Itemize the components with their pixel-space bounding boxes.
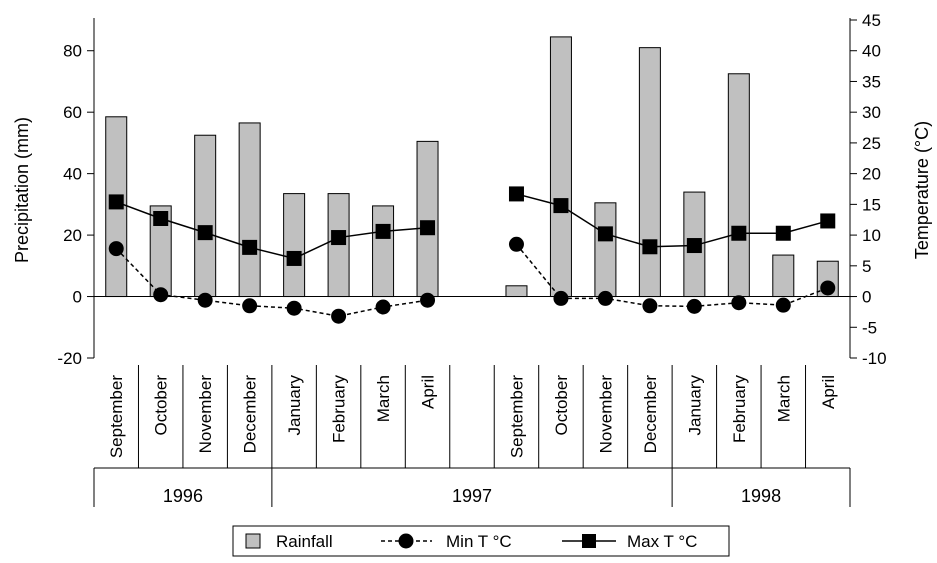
min-temp-point	[553, 290, 569, 306]
month-label: October	[552, 375, 571, 436]
min-temp-point	[420, 292, 436, 308]
rainfall-bar	[238, 122, 261, 298]
month-label: December	[641, 375, 660, 454]
max-temp-point	[375, 223, 391, 239]
y-tick-label-right: 5	[862, 257, 871, 276]
min-temp-point	[375, 299, 391, 315]
min-temp-point	[153, 287, 169, 303]
min-temp-point	[642, 298, 658, 314]
rainfall-bar	[372, 205, 395, 298]
max-temp-point	[642, 239, 658, 255]
max-temp-point	[553, 198, 569, 214]
min-temp-point	[331, 308, 347, 324]
y-tick-label-left: 20	[63, 226, 82, 245]
min-temp-point	[597, 290, 613, 306]
max-temp-point	[197, 225, 213, 241]
max-temp-point	[508, 186, 524, 202]
min-temp-point	[775, 297, 791, 313]
month-label: March	[774, 375, 793, 422]
y-tick-label-right: 0	[862, 288, 871, 307]
rainfall-bar	[549, 36, 572, 298]
year-label: 1996	[163, 486, 203, 506]
rainfall-bar	[283, 193, 306, 298]
rainfall-bars	[105, 36, 839, 298]
y-tick-label-left: 40	[63, 165, 82, 184]
temperature-lines	[108, 186, 836, 324]
y-tick-label-right: 30	[862, 103, 881, 122]
min-temp-point	[197, 292, 213, 308]
max-temp-point	[731, 225, 747, 241]
legend-rainfall-swatch	[245, 533, 261, 549]
legend: Rainfall Min T °C Max T °C	[232, 525, 730, 557]
month-label: January	[285, 375, 304, 436]
y-tick-label-right: 15	[862, 195, 881, 214]
month-label: February	[730, 375, 749, 444]
max-temp-point	[775, 225, 791, 241]
max-temp-point	[242, 239, 258, 255]
legend-min-label: Min T °C	[446, 532, 512, 551]
month-label: September	[107, 375, 126, 458]
max-temp-point	[597, 226, 613, 242]
max-temp-point	[820, 213, 836, 229]
y-tick-label-left: -20	[57, 349, 82, 368]
y-tick-label-right: 20	[862, 165, 881, 184]
y-tick-label-right: 35	[862, 72, 881, 91]
rainfall-bar	[194, 134, 217, 298]
rainfall-bar	[727, 73, 750, 298]
legend-frame	[232, 525, 730, 557]
month-label: March	[374, 375, 393, 422]
rainfall-bar	[505, 285, 528, 298]
rainfall-bar	[594, 202, 617, 298]
rainfall-bar	[327, 193, 350, 298]
max-temp-point	[331, 230, 347, 246]
category-axis: September October November December January F…	[93, 365, 851, 507]
max-temp-point	[420, 220, 436, 236]
month-label: December	[241, 375, 260, 454]
rainfall-bar	[416, 140, 439, 298]
min-temp-point	[242, 298, 258, 314]
month-label: January	[685, 375, 704, 436]
rainfall-bar	[772, 254, 795, 298]
y-axis-title-right: Temperature (°C)	[912, 121, 932, 259]
axes: -20 0 20 40 60 80 -10 -5 0 5 10 15 20 25 30 35 40 45	[57, 11, 886, 368]
month-label: April	[819, 375, 838, 409]
y-tick-label-right: 45	[862, 11, 881, 30]
max-temp-point	[153, 210, 169, 226]
y-tick-label-right: -10	[862, 349, 887, 368]
month-label: November	[596, 375, 615, 454]
y-tick-label-left: 60	[63, 103, 82, 122]
max-temp-point	[286, 250, 302, 266]
y-tick-label-left: 0	[73, 288, 82, 307]
legend-max-label: Max T °C	[627, 532, 697, 551]
legend-min-marker	[398, 533, 414, 549]
rainfall-bar	[638, 47, 661, 298]
y-tick-label-left: 80	[63, 42, 82, 61]
min-temp-point	[731, 295, 747, 311]
year-label: 1997	[452, 486, 492, 506]
legend-rainfall-label: Rainfall	[276, 532, 333, 551]
y-tick-label-right: -5	[862, 318, 877, 337]
year-label: 1998	[741, 486, 781, 506]
y-axis-title-left: Precipitation (mm)	[12, 117, 32, 263]
max-temp-point	[108, 194, 124, 210]
min-temp-point	[686, 298, 702, 314]
min-temp-point	[286, 300, 302, 316]
y-tick-label-right: 25	[862, 134, 881, 153]
legend-max-marker	[582, 534, 596, 548]
min-temp-point	[820, 280, 836, 296]
min-temp-point	[108, 241, 124, 257]
month-label: November	[196, 375, 215, 454]
month-label: February	[330, 375, 349, 444]
max-temp-point	[686, 238, 702, 254]
min-temp-point	[508, 236, 524, 252]
month-label: September	[507, 375, 526, 458]
month-label: October	[152, 375, 171, 436]
month-label: April	[419, 375, 438, 409]
y-tick-label-right: 10	[862, 226, 881, 245]
y-tick-label-right: 40	[862, 42, 881, 61]
